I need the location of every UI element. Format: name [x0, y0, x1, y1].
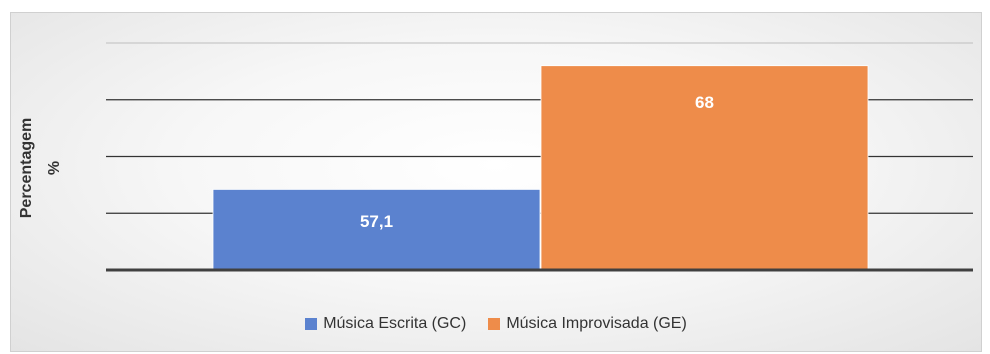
legend-swatch-orange — [488, 318, 501, 330]
bar-chart: 57,1 68 — [106, 42, 973, 272]
data-label-2: 68 — [695, 93, 714, 112]
legend-item-musica-escrita: Música Escrita (GC) — [305, 315, 466, 333]
data-label-1: 57,1 — [360, 212, 393, 231]
chart-area: 57,1 68 Percentagem % Música Escrita (GC)… — [10, 12, 982, 352]
legend-label: Música Escrita (GC) — [323, 315, 467, 332]
y-axis-unit: % — [46, 160, 63, 176]
legend-item-musica-improvisada: Música Improvisada (GE) — [488, 315, 687, 333]
legend-swatch-blue — [305, 318, 318, 330]
bar-1 — [212, 189, 541, 271]
y-axis-title: Percentagem % — [13, 118, 69, 219]
legend-label: Música Improvisada (GE) — [506, 315, 687, 332]
legend: Música Escrita (GC) Música Improvisada (… — [11, 315, 981, 333]
y-axis-label: Percentagem — [18, 117, 35, 219]
